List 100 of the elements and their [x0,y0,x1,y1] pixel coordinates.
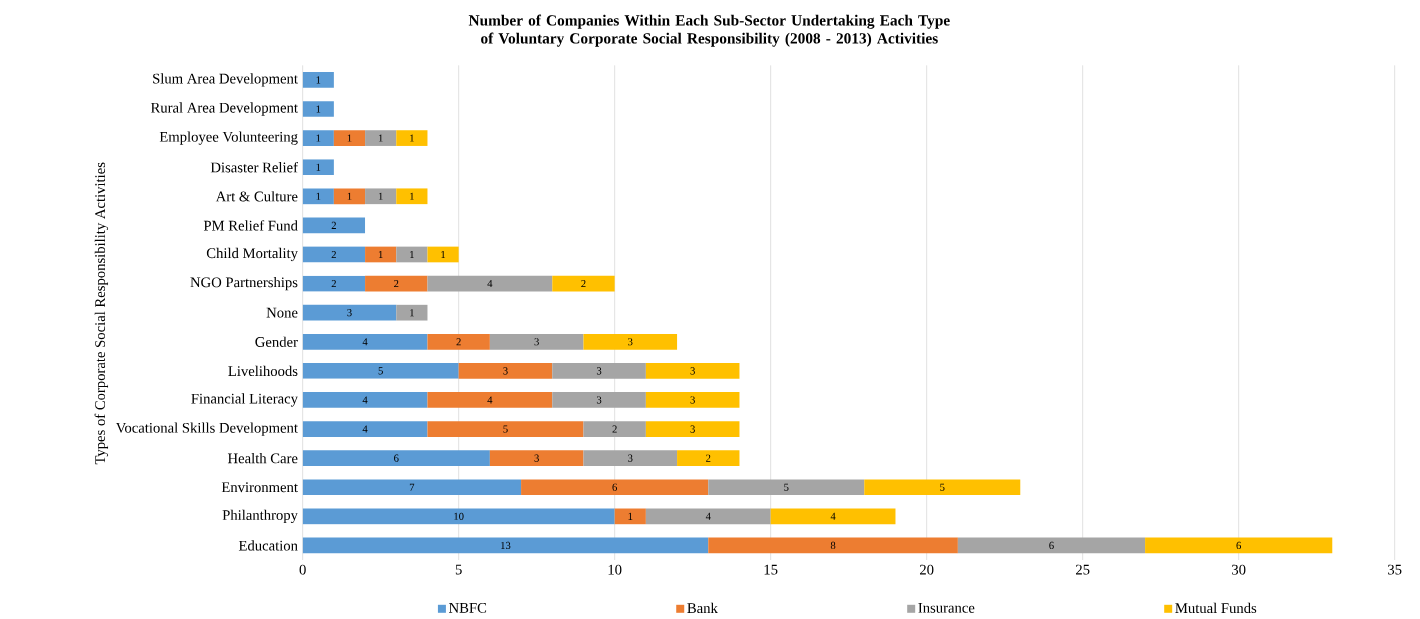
bar [645,363,740,379]
bar [302,363,459,379]
bar [645,392,740,408]
y-tick-label: NGO Partnerships [190,277,298,291]
data-label: 5 [784,483,789,491]
bar [365,275,428,292]
bar [396,304,428,321]
data-label: 3 [690,367,695,375]
y-tick-label: Disaster Relief [210,162,298,173]
data-label: 3 [596,396,602,404]
y-tick-label: Health Care [227,453,298,464]
bar [302,450,490,467]
bar [396,188,428,205]
bar [302,188,334,205]
data-label: 10 [454,512,464,521]
data-label: 2 [394,280,399,288]
x-tick-label: 25 [1075,564,1090,575]
data-label: 1 [410,134,414,142]
legend-label: Insurance [918,603,975,613]
y-tick-label: Vocational Skills Development [115,422,298,436]
y-tick-label: PM Relief Fund [203,220,298,231]
bar [489,450,584,467]
y-tick-label: Financial Literacy [191,393,298,407]
bar [583,421,646,438]
bar [333,188,366,205]
bar [302,334,428,350]
bar [396,130,428,147]
bar [302,537,709,554]
bar [302,130,334,147]
bar [365,130,397,147]
bar [302,479,522,496]
data-label: 3 [628,338,633,346]
data-label: 3 [534,454,539,462]
bar [396,246,428,263]
data-label: 1 [347,134,352,142]
bar [957,537,1146,554]
y-tick-label: Gender [255,336,298,348]
y-tick-label: Livelihoods [228,365,298,377]
bar [302,217,366,234]
bar [864,479,1021,496]
bar [302,304,397,321]
bar [645,508,771,525]
data-label: 3 [690,425,695,433]
bar [302,421,428,438]
bar [708,537,958,554]
bar [552,392,646,408]
data-label: 4 [362,338,368,346]
data-label: 2 [706,454,711,462]
bar [770,508,896,525]
bar [583,334,678,350]
y-tick-label: Philanthropy [222,509,298,524]
data-label: 5 [503,425,508,433]
data-label: 13 [501,542,511,550]
bar [302,275,366,292]
data-label: 7 [409,483,415,491]
bar [614,508,646,525]
data-label: 1 [628,512,633,521]
data-label: 1 [441,251,446,259]
data-label: 1 [410,251,414,259]
data-label: 1 [378,251,383,259]
data-label: 1 [378,192,383,200]
data-label: 2 [331,280,336,288]
bar [365,188,397,205]
legend-label: NBFC [449,603,487,613]
data-label: 1 [316,134,321,142]
data-label: 2 [331,222,336,230]
y-tick-label: Employee Volunteering [159,131,298,145]
bar [552,275,615,292]
bar [302,72,334,88]
y-axis-title: Types of Corporate Social Responsibility Activities [94,162,109,465]
data-label: 4 [487,396,493,404]
data-label: 3 [347,309,352,317]
bar [333,130,366,147]
y-tick-label: None [266,307,298,318]
data-label: 2 [581,280,586,288]
bar [521,479,709,496]
x-tick-label: 20 [919,564,934,575]
bar [302,508,615,525]
y-tick-label: Art & Culture [215,191,298,202]
legend-label: Mutual Funds [1175,602,1257,614]
bar [427,392,553,408]
data-label: 5 [940,483,945,491]
data-label: 1 [316,163,321,171]
bar [458,363,553,379]
bar [427,421,584,438]
x-tick-label: 5 [455,564,462,575]
data-label: 1 [347,192,352,200]
bar [302,159,334,176]
data-label: 4 [362,396,368,404]
data-label: 2 [331,251,336,259]
bar [489,334,584,350]
data-label: 6 [612,483,618,492]
data-label: 4 [705,513,711,521]
data-label: 3 [534,338,539,346]
data-label: 1 [410,192,414,200]
legend-label: Bank [687,602,718,614]
data-label: 1 [316,192,321,200]
bar [302,101,334,117]
y-tick-label: Rural Area Development [150,102,298,116]
data-label: 4 [362,425,368,433]
